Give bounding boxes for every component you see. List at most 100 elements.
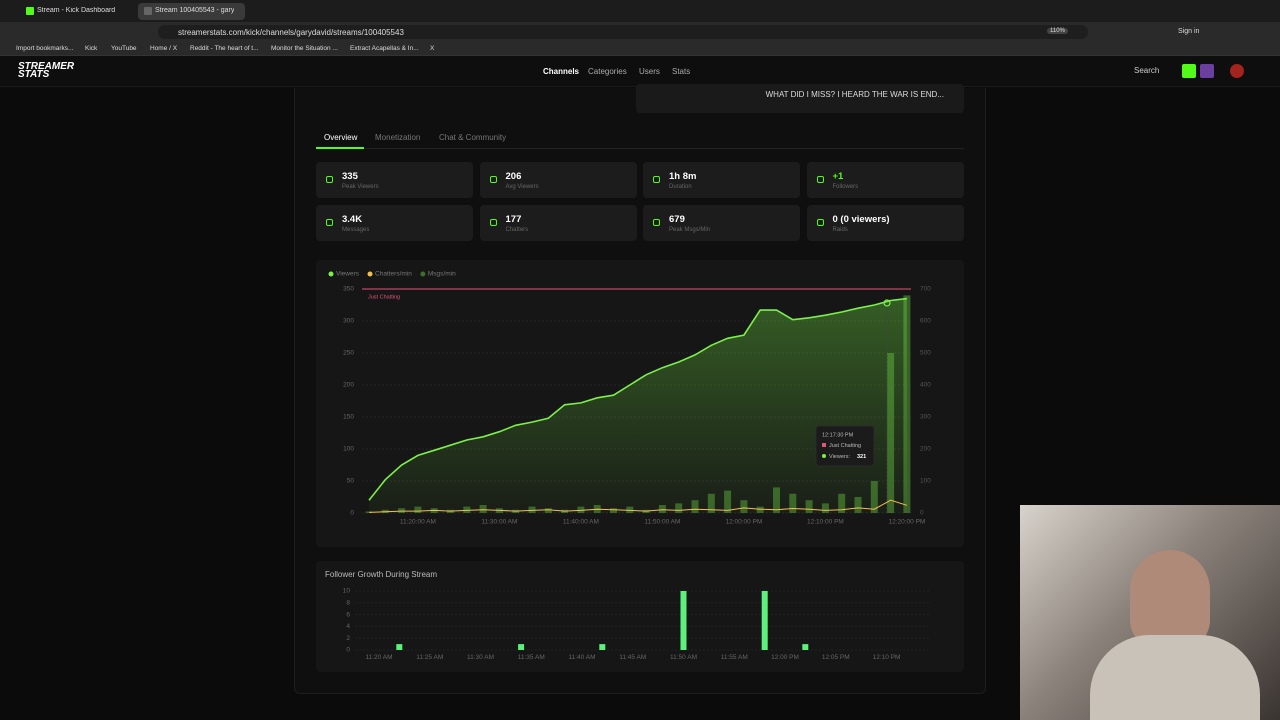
stat-card xyxy=(479,205,637,241)
x-tick-label: 11:30 AM xyxy=(467,654,494,661)
x-tick-label: 11:35 AM xyxy=(518,654,545,661)
y2-tick-label: 200 xyxy=(920,446,931,453)
url-bar[interactable] xyxy=(158,25,1088,39)
x-tick-label: 11:40 AM xyxy=(569,654,596,661)
follower-bar xyxy=(599,644,606,650)
stat-label: Avg Viewers xyxy=(505,184,539,190)
y-tick-label: 100 xyxy=(343,446,354,453)
legend-label: Msgs/min xyxy=(428,271,456,278)
y2-tick-label: 100 xyxy=(920,478,931,485)
stat-value: 177 xyxy=(505,214,522,225)
twitch-button[interactable] xyxy=(1200,64,1214,78)
tooltip-label: Viewers: xyxy=(829,454,850,460)
y2-tick-label: 500 xyxy=(920,350,931,357)
url-text[interactable]: streamerstats.com/kick/channels/garydavi… xyxy=(178,28,404,37)
browser-tab-title[interactable]: Stream 100405543 - garydavid xyxy=(155,7,234,14)
section-tab[interactable]: Chat & Community xyxy=(439,133,507,142)
stat-icon xyxy=(489,219,497,226)
y-tick-label: 2 xyxy=(346,635,350,642)
bookmark[interactable]: Import bookmarks... xyxy=(16,45,74,52)
webcam-overlay xyxy=(1020,505,1280,720)
tab-favicon xyxy=(26,7,34,15)
stat-icon xyxy=(653,176,660,183)
legend-swatch xyxy=(420,271,426,277)
y-tick-label: 8 xyxy=(346,600,350,607)
nav-link[interactable]: Categories xyxy=(588,67,627,76)
series-line xyxy=(368,499,908,513)
stat-value: 206 xyxy=(505,171,522,182)
stat-icon xyxy=(489,176,497,183)
x-tick-label: 11:40:00 AM xyxy=(563,519,599,526)
logo[interactable]: STREAMER STATS xyxy=(18,61,75,80)
bookmark[interactable]: Monitor the Situation ... xyxy=(271,45,338,52)
stat-value: +1 xyxy=(832,171,844,182)
stat-card xyxy=(643,162,800,198)
y-tick-label: 350 xyxy=(343,286,354,293)
nav-link[interactable]: Channels xyxy=(543,67,580,76)
search[interactable]: Search xyxy=(1134,66,1160,75)
stat-value: 335 xyxy=(342,171,358,182)
tooltip-category: Just Chatting xyxy=(829,443,861,449)
browser-tab-title[interactable]: Stream - Kick Dashboard xyxy=(37,7,116,14)
tooltip-time: 12:17:30 PM xyxy=(822,432,854,438)
avatar[interactable] xyxy=(1230,64,1244,78)
bookmark[interactable]: Home / X xyxy=(150,45,178,52)
follower-card xyxy=(316,561,964,672)
y-tick-label: 200 xyxy=(343,382,354,389)
y2-tick-label: 300 xyxy=(920,414,931,421)
stat-card xyxy=(316,205,473,241)
category-band-label: Just Chatting xyxy=(368,294,400,300)
follower-title: Follower Growth During Stream xyxy=(325,570,438,579)
follower-bar xyxy=(396,644,403,650)
stat-label: Duration xyxy=(669,184,692,190)
stat-icon xyxy=(326,219,333,226)
legend-swatch xyxy=(328,271,334,277)
section-tab[interactable]: Monetization xyxy=(375,133,421,142)
section-tab[interactable]: Overview xyxy=(324,133,358,142)
kick-button[interactable] xyxy=(1182,64,1196,78)
y2-tick-label: 700 xyxy=(920,286,931,293)
stat-value: 1h 8m xyxy=(669,171,697,182)
stat-card xyxy=(316,162,473,198)
x-tick-label: 11:55 AM xyxy=(721,654,748,661)
stat-value: 3.4K xyxy=(342,214,363,225)
bookmark[interactable]: Kick xyxy=(85,45,98,52)
x-tick-label: 11:45 AM xyxy=(619,654,646,661)
sign-in[interactable]: Sign in xyxy=(1178,28,1200,35)
webcam-person-body xyxy=(1090,635,1260,720)
stat-card xyxy=(643,205,800,241)
follower-bar xyxy=(680,591,687,650)
nav-link[interactable]: Users xyxy=(639,67,660,76)
tab-favicon xyxy=(144,7,152,15)
zoom-level[interactable]: 110% xyxy=(1047,28,1068,34)
bookmark[interactable]: YouTube xyxy=(111,45,137,52)
stream-card[interactable] xyxy=(636,84,964,113)
tooltip-value: 321 xyxy=(857,454,866,460)
y-tick-label: 10 xyxy=(343,588,351,595)
browser-tab[interactable] xyxy=(138,3,245,20)
bookmark[interactable]: X xyxy=(430,45,435,52)
bookmarks-bar xyxy=(0,42,1280,56)
stat-card xyxy=(806,205,964,241)
y-tick-label: 250 xyxy=(343,350,354,357)
stat-label: Peak Viewers xyxy=(342,184,379,190)
bookmark[interactable]: Extract Acapellas & In... xyxy=(350,45,419,52)
stat-icon xyxy=(816,219,824,226)
nav-link[interactable]: Stats xyxy=(672,67,691,76)
bookmark[interactable]: Reddit - The heart of t... xyxy=(190,45,259,52)
webcam-person-head xyxy=(1130,550,1210,650)
series-line xyxy=(368,297,907,501)
x-tick-label: 11:30:00 AM xyxy=(481,519,517,526)
stream-title[interactable]: WHAT DID I MISS? I HEARD THE WAR IS END.… xyxy=(765,90,944,99)
follower-bar xyxy=(802,644,809,650)
tooltip-dot xyxy=(822,454,826,458)
active-tab-underline xyxy=(316,147,364,149)
y-tick-label: 50 xyxy=(347,478,355,485)
x-tick-label: 12:00 PM xyxy=(771,654,799,661)
y-tick-label: 0 xyxy=(346,647,350,654)
tooltip-swatch xyxy=(822,443,826,447)
y2-tick-label: 400 xyxy=(920,382,931,389)
